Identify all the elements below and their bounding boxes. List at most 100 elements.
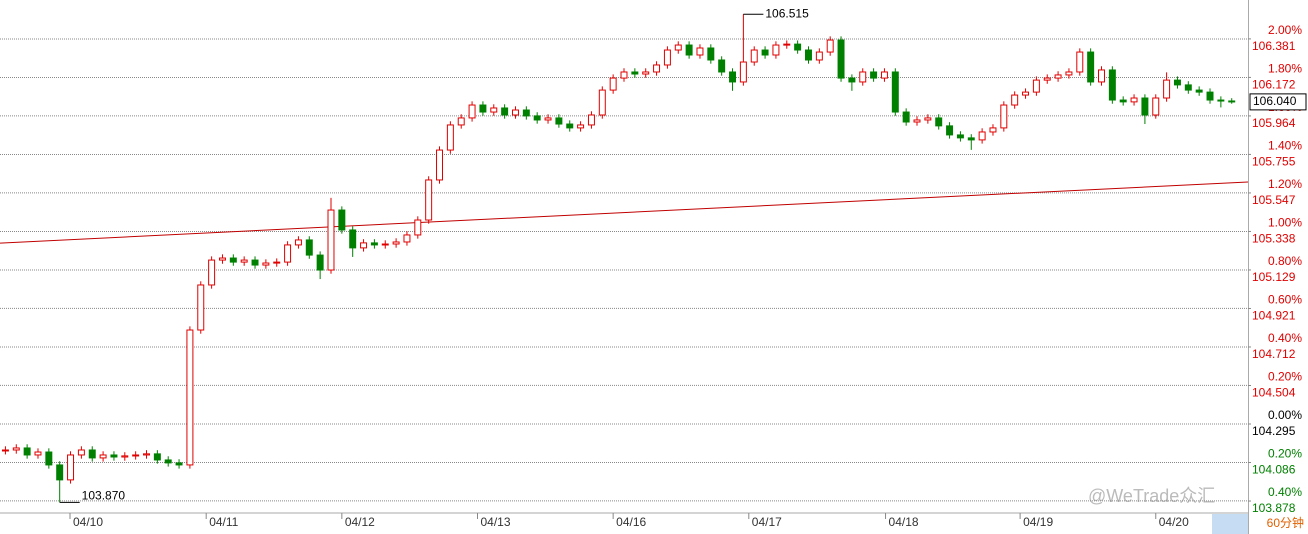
x-tick-label: 04/20 (1159, 515, 1189, 529)
candle-body (707, 47, 715, 61)
candle-body (175, 462, 183, 466)
y-tick-label: 105.964 (1252, 116, 1296, 130)
y2-tick-label: 1.20% (1268, 177, 1302, 191)
y2-tick-label: 1.00% (1268, 216, 1302, 230)
candle-body (251, 259, 259, 266)
y-tick-label: 104.086 (1252, 463, 1296, 477)
candle-body (848, 77, 856, 83)
candle-body (1195, 89, 1203, 93)
candle-body (501, 107, 509, 116)
x-tick-label: 04/10 (73, 515, 103, 529)
candle-body (1206, 91, 1214, 101)
candle-body (349, 229, 357, 249)
candle-body (794, 43, 802, 51)
candle-body (1, 449, 9, 452)
candle-body (284, 244, 292, 263)
candle-body (457, 117, 465, 126)
candle-body (479, 104, 487, 113)
y2-tick-label: 1.40% (1268, 139, 1302, 153)
candle-body (620, 71, 628, 79)
y-tick-label: 105.547 (1252, 193, 1296, 207)
candle-body (739, 61, 747, 83)
candle-body (642, 71, 650, 75)
y-tick-label: 105.338 (1252, 232, 1296, 246)
y-tick-label: 104.295 (1252, 424, 1296, 438)
scroll-marker (1212, 514, 1248, 534)
candle-body (327, 209, 335, 271)
y2-tick-label: 0.60% (1268, 293, 1302, 307)
candle-body (414, 219, 422, 236)
period-label: 60分钟 (1267, 515, 1304, 530)
candle-body (880, 71, 888, 79)
candle-body (110, 454, 118, 458)
y2-tick-label: 0.40% (1268, 485, 1302, 499)
y-tick-label: 105.755 (1252, 155, 1296, 169)
candle-body (674, 44, 682, 51)
candle-body (392, 241, 400, 245)
x-tick-label: 04/12 (345, 515, 375, 529)
candle-body (783, 43, 791, 46)
candle-body (946, 125, 954, 136)
candle-body (338, 209, 346, 231)
candle-body (544, 117, 552, 121)
candle-body (696, 47, 704, 56)
candle-body (1022, 91, 1030, 96)
y2-tick-label: 0.20% (1268, 447, 1302, 461)
candle-body (685, 44, 693, 56)
candle-body (1043, 77, 1051, 81)
candle-body (77, 449, 85, 456)
candle-body (577, 124, 585, 129)
candle-body (12, 447, 20, 451)
candle-body (772, 44, 780, 56)
y-tick-label: 106.381 (1252, 39, 1296, 53)
y2-tick-label: 0.40% (1268, 331, 1302, 345)
candle-body (446, 124, 454, 151)
candle-body (1173, 79, 1181, 86)
candle-body (23, 447, 31, 456)
candle-body (891, 71, 899, 113)
candle-body (663, 49, 671, 66)
candle-body (218, 257, 226, 261)
candle-body (935, 117, 943, 127)
x-tick-label: 04/19 (1023, 515, 1053, 529)
candle-body (750, 49, 758, 63)
candle-body (360, 242, 368, 249)
candle-body (815, 51, 823, 61)
candle-body (1011, 94, 1019, 106)
y-tick-label: 104.921 (1252, 309, 1296, 323)
y2-tick-label: 2.00% (1268, 23, 1302, 37)
candle-body (273, 261, 281, 264)
candle-body (1163, 79, 1171, 99)
candle-body (240, 259, 248, 263)
candle-body (99, 454, 107, 459)
candle-body (143, 453, 150, 456)
candle-body (533, 115, 541, 121)
y-tick-label: 106.172 (1252, 78, 1296, 92)
candle-body (1032, 79, 1040, 93)
candle-body (153, 453, 161, 461)
x-tick-label: 04/13 (480, 515, 510, 529)
candle-body (1228, 100, 1236, 103)
candle-body (1141, 97, 1149, 116)
candle-body (370, 242, 378, 246)
candle-body (490, 107, 498, 113)
candle-body (1152, 97, 1160, 116)
candle-body (729, 71, 737, 83)
candle-body (826, 39, 834, 53)
x-tick-label: 04/16 (616, 515, 646, 529)
y2-tick-label: 1.80% (1268, 62, 1302, 76)
candle-body (1065, 71, 1073, 76)
y-tick-label: 104.712 (1252, 347, 1296, 361)
candle-body (34, 451, 42, 456)
candle-body (1184, 84, 1192, 91)
x-tick-label: 04/18 (889, 515, 919, 529)
candle-body (555, 117, 563, 125)
candle-body (316, 254, 324, 271)
annotation-label: 103.870 (82, 489, 126, 503)
candle-body (870, 71, 878, 79)
candle-body (522, 109, 530, 117)
candle-body (1087, 51, 1095, 83)
candle-body (1076, 51, 1084, 73)
